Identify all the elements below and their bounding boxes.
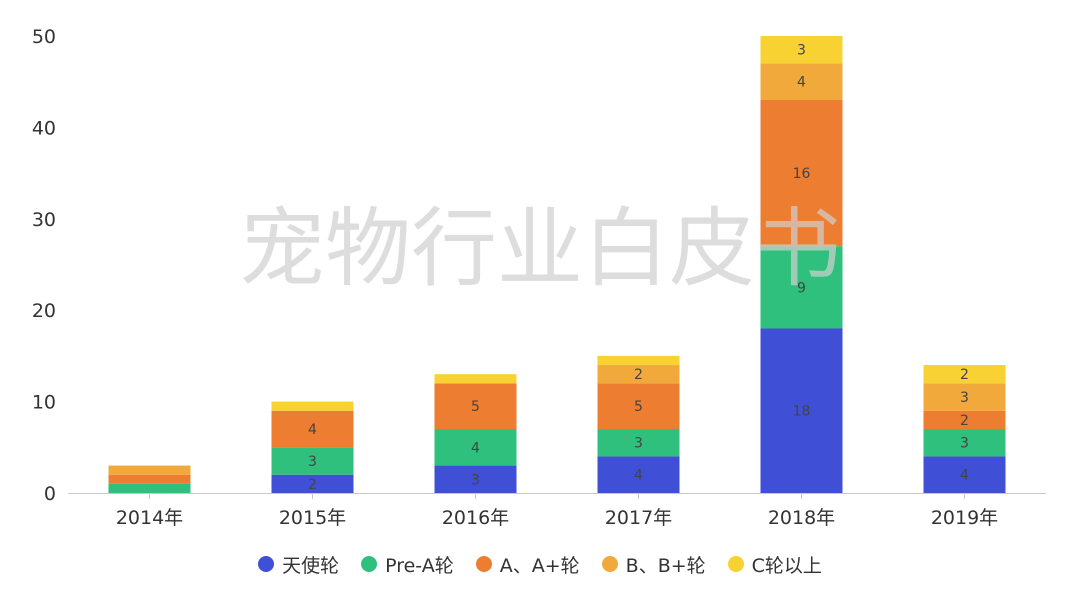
- legend-marker: [727, 556, 744, 572]
- y-axis: 0 10 20 30 40 50: [32, 26, 56, 505]
- legend-marker: [258, 556, 275, 572]
- bar-value-label: 4: [960, 468, 969, 484]
- bar-segment: [108, 465, 191, 475]
- bar-segment: [597, 429, 680, 457]
- bar-segment: [760, 36, 843, 64]
- bar-value-label: 2: [960, 413, 969, 429]
- bar-value-label: 4: [471, 440, 480, 456]
- legend-marker: [475, 556, 492, 572]
- bar-value-label: 18: [793, 404, 811, 420]
- bar-value-label: 4: [634, 468, 643, 484]
- y-tick-label: 0: [44, 483, 56, 505]
- bar-value-label: 9: [797, 280, 806, 296]
- bar-segment: [271, 410, 354, 448]
- bar-segment: [434, 465, 517, 493]
- bar-segment: [760, 246, 843, 329]
- bar-segment: [760, 63, 843, 100]
- bar-segment: [923, 383, 1006, 411]
- legend-item: 天使轮: [258, 551, 339, 578]
- legend-label: Pre-A轮: [385, 554, 454, 577]
- legend-item: A、A+轮: [475, 551, 580, 578]
- bar-value-label: 16: [793, 166, 811, 182]
- chart-legend: 天使轮 Pre-A轮 A、A+轮 B、B+轮 C轮以上: [0, 548, 1080, 580]
- x-axis: 2014年 2015年 2016年 2017年 2018年 2019年: [68, 493, 1046, 529]
- bar-segment: [760, 99, 843, 247]
- legend-item: B、B+轮: [601, 551, 706, 578]
- bar-segment: [923, 365, 1006, 384]
- legend-item: Pre-A轮: [361, 551, 454, 578]
- bar-segment: [597, 383, 680, 430]
- x-tick-label: 2018年: [768, 507, 835, 529]
- y-tick-label: 40: [32, 117, 56, 139]
- bar-segment: [923, 456, 1006, 493]
- legend-marker: [601, 556, 618, 572]
- bar-value-label: 3: [797, 43, 806, 59]
- bar-value-label: 3: [960, 436, 969, 452]
- bar-segment: [271, 401, 354, 411]
- bar-value-label: 2: [960, 367, 969, 383]
- bar-value-label: 5: [471, 399, 480, 415]
- bar-value-label: 3: [960, 390, 969, 406]
- y-tick-label: 30: [32, 209, 56, 231]
- bar-segment: [597, 365, 680, 384]
- bar-segment: [597, 355, 680, 366]
- x-tick-label: 2019年: [931, 507, 998, 529]
- bar-segment: [108, 474, 191, 484]
- bar-segment: [434, 383, 517, 430]
- legend-label: C轮以上: [751, 554, 822, 577]
- bar-value-label: 5: [634, 399, 643, 415]
- bar-value-label: 2: [634, 367, 643, 383]
- legend-label: A、A+轮: [499, 554, 580, 577]
- legend-marker: [361, 556, 378, 572]
- y-tick-label: 50: [32, 26, 56, 48]
- bar-value-label: 4: [797, 75, 806, 91]
- bar-segment: [108, 483, 191, 493]
- bar-value-label: 3: [308, 454, 317, 470]
- bar-segment: [597, 456, 680, 493]
- x-tick-label: 2016年: [442, 507, 509, 529]
- bar-value-label: 4: [308, 422, 317, 438]
- bar-segment: [923, 410, 1006, 430]
- legend-item: C轮以上: [727, 551, 822, 578]
- bar-segment: [271, 474, 354, 493]
- bar-segment: [760, 328, 843, 493]
- bar-segment: [434, 374, 517, 384]
- bar-segment: [923, 429, 1006, 457]
- x-tick-label: 2014年: [116, 507, 183, 529]
- x-tick-label: 2017年: [605, 507, 672, 529]
- bar-segment: [434, 429, 517, 466]
- bar-value-label: 2: [308, 477, 317, 493]
- bars-group: 2 3 4 3 4 5 4 3 5 2 18 9 16 4 3 4 3 2 3 2: [108, 36, 1006, 493]
- legend-label: B、B+轮: [625, 554, 706, 577]
- x-tick-label: 2015年: [279, 507, 346, 529]
- bar-value-label: 3: [471, 472, 480, 488]
- bar-segment: [271, 447, 354, 475]
- watermark-text: 宠物行业白皮书: [239, 199, 841, 299]
- legend-label: 天使轮: [282, 554, 340, 577]
- y-tick-label: 10: [32, 392, 56, 414]
- bar-value-label: 3: [634, 436, 643, 452]
- y-tick-label: 20: [32, 300, 56, 322]
- stacked-bar-chart: 0 10 20 30 40 50 2 3 4 3 4 5 4 3 5 2 18 9 16 4 3 4 3 2 3 2 2014年…: [32, 26, 1046, 529]
